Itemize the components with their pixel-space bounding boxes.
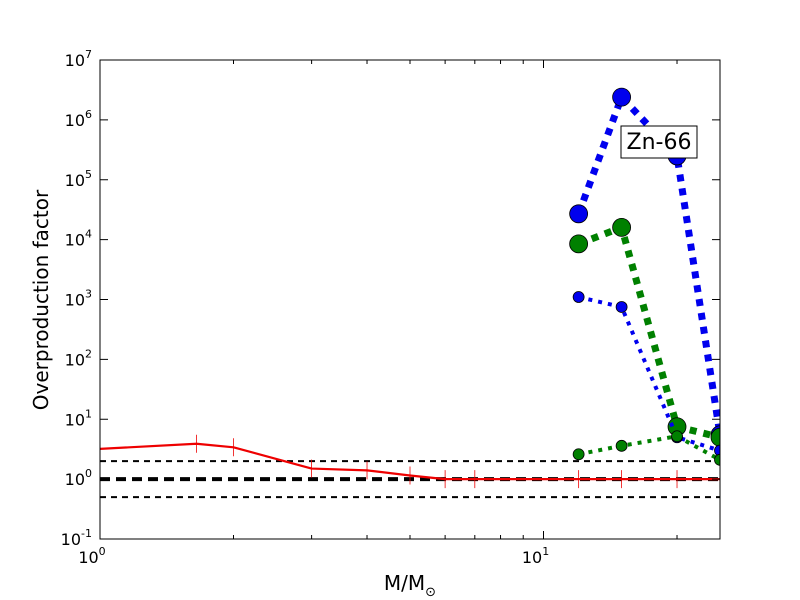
series-line (575, 93, 720, 436)
data-point-marker (714, 453, 720, 466)
data-point-marker (569, 204, 589, 224)
annotation-label: Zn-66 (627, 130, 692, 155)
x-axis-label: M/M⊙ (384, 571, 436, 600)
y-tick-label: 105 (65, 168, 92, 190)
data-point-marker (671, 430, 683, 443)
y-tick-label: 102 (65, 347, 92, 369)
y-tick-label: 10-1 (61, 527, 92, 549)
y-tick-label: 103 (65, 288, 92, 310)
data-point-marker (612, 87, 632, 107)
series-line (578, 434, 720, 462)
annotation-box: Zn-66 (620, 125, 698, 159)
y-tick-label: 107 (65, 48, 92, 70)
y-axis-label: Overproduction factor (29, 189, 53, 410)
data-point-marker (710, 427, 720, 447)
x-axis-label-subscript: ⊙ (425, 585, 436, 600)
data-point-marker (612, 218, 632, 237)
data-point-marker (569, 234, 589, 254)
data-point-marker (615, 301, 628, 313)
y-tick-label: 106 (65, 108, 92, 130)
x-tick-label: 100 (78, 545, 105, 567)
y-tick-label: 104 (65, 228, 92, 250)
y-tick-label: 101 (65, 407, 92, 429)
data-point-marker (572, 448, 585, 461)
series-line (100, 442, 720, 481)
data-point-marker (615, 439, 628, 452)
x-tick-label: 101 (522, 545, 549, 567)
series-line (578, 295, 720, 453)
x-axis-label-main: M/M (384, 571, 425, 595)
y-tick-label: 100 (65, 467, 92, 489)
plot-area-background (100, 60, 720, 539)
data-point-marker (572, 291, 585, 303)
data-point-marker (714, 444, 720, 457)
